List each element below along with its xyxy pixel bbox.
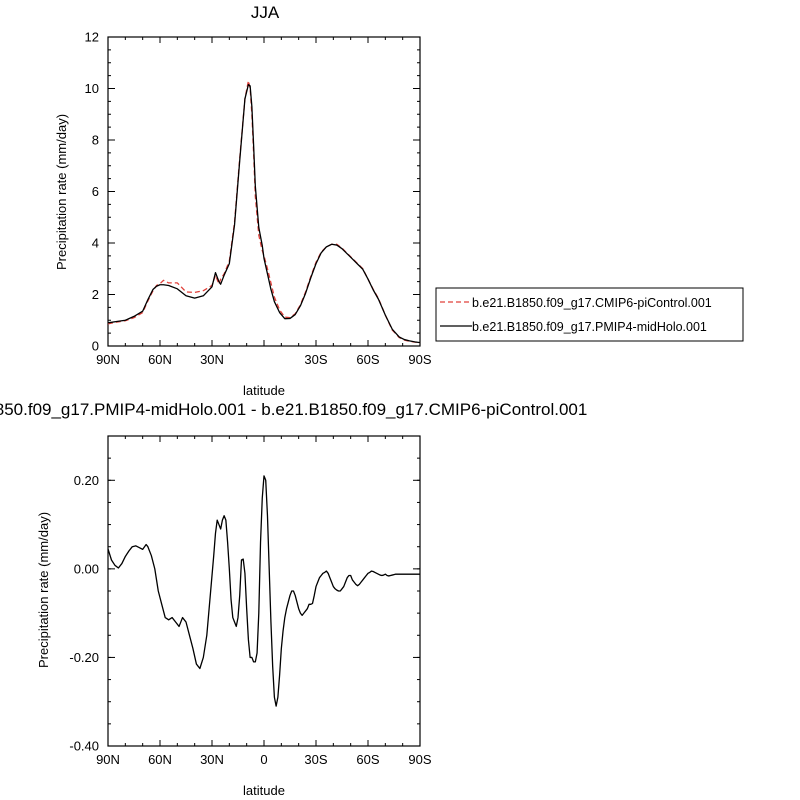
y-tick-label: 6 [92,184,99,199]
x-tick-label: 90S [408,352,431,367]
bottom-plot-area: 90N 60N 30N 0 30S 60S 90S 0.20 0.00 -0.20 -0.40 [69,435,432,767]
bottom-chart-xlabel: latitude [243,783,285,798]
y-tick-label: 8 [92,133,99,148]
x-tick-label: 30S [304,752,327,767]
top-chart-ylabel: Precipitation rate (mm/day) [54,114,69,270]
x-tick-label: 60N [148,352,172,367]
top-plot-area: 90N 60N 30N 30S 60S 90S 0 2 4 6 8 10 12 [85,30,432,368]
x-tick-label: 30N [200,352,224,367]
x-tick-label: 60S [356,752,379,767]
y-tick-label: -0.40 [69,739,99,754]
y-tick-label: 12 [85,30,99,45]
y-tick-label: 0 [92,339,99,354]
series-line-bottom-1 [107,475,420,707]
bottom-chart-ylabel: Precipitation rate (mm/day) [36,512,51,668]
series-line-top-2 [107,83,421,344]
x-tick-label: 90N [96,352,120,367]
x-tick-label: 30N [200,752,224,767]
x-tick-label: 90N [96,752,120,767]
plot-frame-top [107,36,421,347]
series-line-top-1 [107,80,421,344]
legend-box [435,287,744,342]
legend-label-series-1: b.e21.B1850.f09_g17.CMIP6-piControl.001 [472,296,712,310]
y-tick-label: 0.20 [74,473,99,488]
y-tick-label: 10 [85,81,99,96]
x-tick-label: 30S [304,352,327,367]
legend-label-series-2: b.e21.B1850.f09_g17.PMIP4-midHolo.001 [472,320,707,334]
y-tick-label: 2 [92,287,99,302]
bottom-chart-title: b.e21.B1850.f09_g17.PMIP4-midHolo.001 - … [0,400,587,419]
y-tick-label: 4 [92,236,99,251]
x-tick-label: 90S [408,752,431,767]
x-tick-label: 60N [148,752,172,767]
x-tick-label: 60S [356,352,379,367]
top-chart-xlabel: latitude [243,383,285,398]
top-chart-title: JJA [251,3,280,22]
y-tick-label: 0.00 [74,561,99,576]
legend: b.e21.B1850.f09_g17.CMIP6-piControl.001 … [435,287,744,342]
y-tick-label: -0.20 [69,650,99,665]
x-tick-label: 0 [260,752,267,767]
